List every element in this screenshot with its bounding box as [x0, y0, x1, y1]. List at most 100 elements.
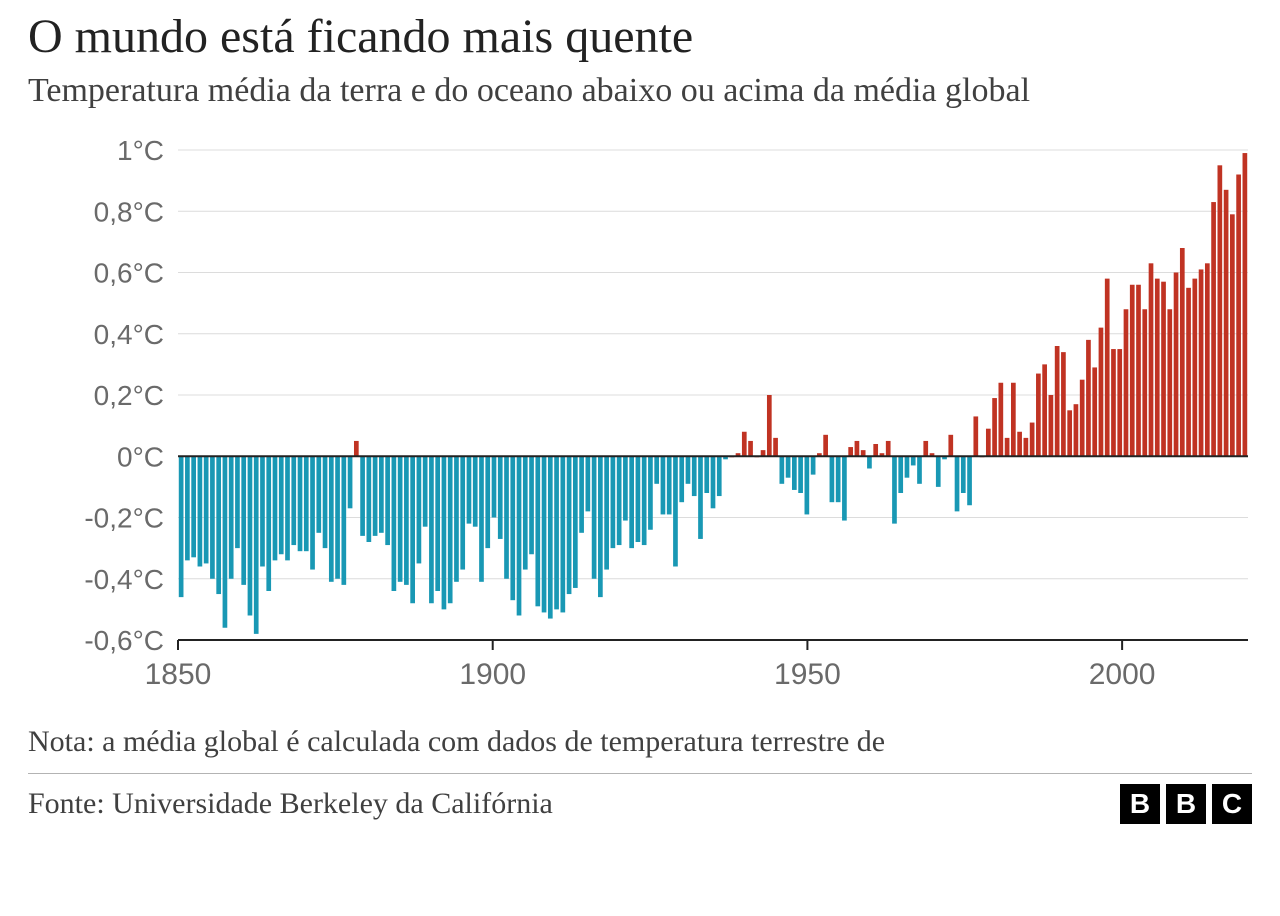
anomaly-bar: [191, 457, 196, 558]
anomaly-bar: [667, 457, 672, 515]
anomaly-bar: [911, 457, 916, 466]
anomaly-bar: [1161, 282, 1166, 457]
anomaly-bar: [216, 457, 221, 595]
anomaly-bar: [1199, 270, 1204, 457]
anomaly-bar: [905, 457, 910, 478]
anomaly-bar: [1149, 264, 1154, 457]
anomaly-bar: [692, 457, 697, 497]
anomaly-bar: [329, 457, 334, 583]
anomaly-bar: [1155, 279, 1160, 457]
anomaly-bar: [273, 457, 278, 561]
anomaly-bar: [367, 457, 372, 543]
anomaly-bar: [704, 457, 709, 494]
x-tick-label: 1950: [774, 658, 841, 691]
y-tick-label: 0,4°C: [94, 319, 164, 350]
anomaly-bar: [548, 457, 553, 619]
anomaly-bar: [1105, 279, 1110, 457]
anomaly-bar: [410, 457, 415, 604]
anomaly-bar: [679, 457, 684, 503]
anomaly-bar: [254, 457, 259, 635]
anomaly-bar: [392, 457, 397, 592]
anomaly-bar: [460, 457, 465, 570]
anomaly-bar: [604, 457, 609, 570]
anomaly-bar: [936, 457, 941, 488]
anomaly-bar: [504, 457, 509, 580]
anomaly-bar: [742, 432, 747, 457]
anomaly-bar: [636, 457, 641, 543]
anomaly-bar: [198, 457, 203, 567]
anomaly-bar: [798, 457, 803, 494]
anomaly-bar: [948, 435, 953, 456]
bbc-logo-box: B: [1120, 784, 1160, 824]
anomaly-bar: [1236, 175, 1241, 457]
anomaly-bar: [586, 457, 591, 512]
anomaly-bar: [279, 457, 284, 555]
anomaly-bar: [179, 457, 184, 598]
anomaly-bar: [792, 457, 797, 491]
anomaly-bar: [385, 457, 390, 546]
anomaly-bar: [923, 441, 928, 456]
anomaly-bar: [229, 457, 234, 580]
anomaly-bar: [554, 457, 559, 610]
anomaly-bar: [1042, 365, 1047, 457]
anomaly-bar: [1061, 352, 1066, 456]
anomaly-bar: [223, 457, 228, 629]
anomaly-bar: [423, 457, 428, 527]
anomaly-bar: [1167, 310, 1172, 457]
anomaly-bar: [1030, 423, 1035, 457]
anomaly-bar: [185, 457, 190, 561]
anomaly-bar: [1174, 273, 1179, 457]
anomaly-bar: [1049, 395, 1054, 456]
anomaly-bar: [573, 457, 578, 589]
temperature-anomaly-chart: -0,6°C-0,4°C-0,2°C0°C0,2°C0,4°C0,6°C0,8°…: [28, 140, 1252, 720]
anomaly-bar: [323, 457, 328, 549]
x-tick-label: 2000: [1089, 658, 1156, 691]
anomaly-bar: [204, 457, 209, 564]
anomaly-bar: [748, 441, 753, 456]
anomaly-bar: [1074, 404, 1079, 456]
anomaly-bar: [1230, 215, 1235, 457]
anomaly-bar: [535, 457, 540, 607]
anomaly-bar: [1055, 346, 1060, 456]
anomaly-bar: [673, 457, 678, 567]
anomaly-bar: [873, 444, 878, 456]
anomaly-bar: [404, 457, 409, 586]
anomaly-bar: [473, 457, 478, 527]
anomaly-bar: [379, 457, 384, 534]
anomaly-bar: [973, 417, 978, 457]
anomaly-bar: [335, 457, 340, 580]
anomaly-bar: [354, 441, 359, 456]
anomaly-bar: [1011, 383, 1016, 457]
anomaly-bar: [898, 457, 903, 494]
anomaly-bar: [848, 447, 853, 456]
anomaly-bar: [348, 457, 353, 509]
anomaly-bar: [1130, 285, 1135, 457]
y-tick-label: 0°C: [117, 442, 164, 473]
anomaly-bar: [241, 457, 246, 586]
anomaly-bar: [1124, 310, 1129, 457]
anomaly-bar: [1211, 202, 1216, 456]
chart-title: O mundo está ficando mais quente: [28, 10, 1252, 64]
anomaly-bar: [429, 457, 434, 604]
anomaly-bar: [479, 457, 484, 583]
anomaly-bar: [998, 383, 1003, 457]
bbc-logo-box: B: [1166, 784, 1206, 824]
y-tick-label: 0,8°C: [94, 197, 164, 228]
anomaly-bar: [510, 457, 515, 601]
anomaly-bar: [517, 457, 522, 616]
anomaly-bar: [467, 457, 472, 524]
anomaly-bar: [266, 457, 271, 592]
anomaly-bar: [698, 457, 703, 540]
anomaly-bar: [1017, 432, 1022, 457]
anomaly-bar: [805, 457, 810, 515]
anomaly-bar: [967, 457, 972, 506]
anomaly-bar: [661, 457, 666, 515]
anomaly-bar: [1086, 340, 1091, 456]
anomaly-bar: [592, 457, 597, 580]
footer-divider: [28, 773, 1252, 774]
x-tick-label: 1900: [459, 658, 526, 691]
anomaly-bar: [1080, 380, 1085, 457]
anomaly-bar: [1180, 248, 1185, 456]
anomaly-bar: [1117, 349, 1122, 456]
bbc-logo-box: C: [1212, 784, 1252, 824]
